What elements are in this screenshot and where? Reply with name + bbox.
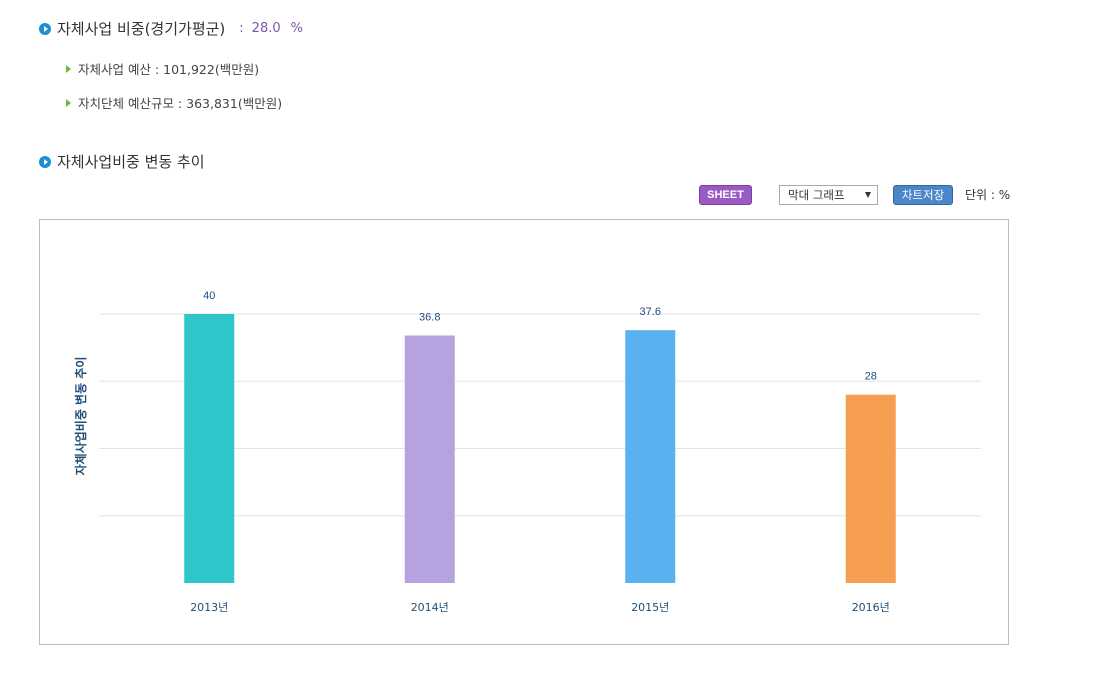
self-budget-label: 자체사업 예산 : 101,922(백만원) — [78, 62, 260, 77]
dropdown-arrow-icon — [865, 192, 871, 198]
triangle-right-icon — [66, 64, 71, 73]
trend-title-text: 자체사업비중 변동 추이 — [57, 153, 205, 171]
bar-chart: 40 2013년 36.8 2014년 37.6 2015년 28 2016년 자체사업비중 변… — [73, 290, 981, 614]
unit-label: 단위 : % — [965, 188, 1011, 202]
chart-frame: 40 2013년 36.8 2014년 37.6 2015년 28 2016년 자체사업비중 변… — [39, 219, 1009, 645]
y-axis-label: 자체사업비중 변동 추이 — [73, 357, 88, 476]
x-tick-label: 2013년 — [190, 601, 228, 614]
save-chart-button[interactable]: 차트저장 — [893, 185, 953, 205]
summary-ratio-unit: % — [290, 21, 303, 36]
summary-ratio-value: 28.0 — [251, 21, 281, 36]
summary-title-text: 자체사업 비중(경기가평군) — [57, 20, 226, 38]
play-circle-icon — [39, 155, 51, 168]
bar-2015년 — [625, 330, 676, 583]
summary-separator: : — [239, 21, 244, 36]
bar-2014년 — [404, 335, 455, 583]
self-budget-item: 자체사업 예산 : 101,922(백만원) — [66, 59, 259, 78]
chart-type-select[interactable]: 막대 그래프 — [779, 185, 878, 205]
x-tick-label: 2015년 — [631, 601, 669, 614]
play-circle-icon — [39, 22, 51, 35]
bar-2016년 — [845, 394, 896, 583]
sheet-button[interactable]: SHEET — [699, 185, 752, 205]
x-tick-label: 2016년 — [852, 601, 890, 614]
chart-type-selected: 막대 그래프 — [788, 188, 845, 202]
data-label: 40 — [203, 290, 215, 302]
total-budget-item: 자치단체 예산규모 : 363,831(백만원) — [66, 93, 282, 112]
data-label: 37.6 — [640, 306, 661, 318]
total-budget-label: 자치단체 예산규모 : 363,831(백만원) — [78, 96, 283, 111]
trend-title: 자체사업비중 변동 추이 — [39, 151, 205, 172]
triangle-right-icon — [66, 98, 71, 107]
summary-title: 자체사업 비중(경기가평군) : 28.0 % — [39, 18, 303, 39]
data-label: 28 — [865, 371, 877, 383]
data-label: 36.8 — [419, 312, 440, 324]
bar-2013년 — [184, 314, 235, 583]
x-tick-label: 2014년 — [411, 601, 449, 614]
